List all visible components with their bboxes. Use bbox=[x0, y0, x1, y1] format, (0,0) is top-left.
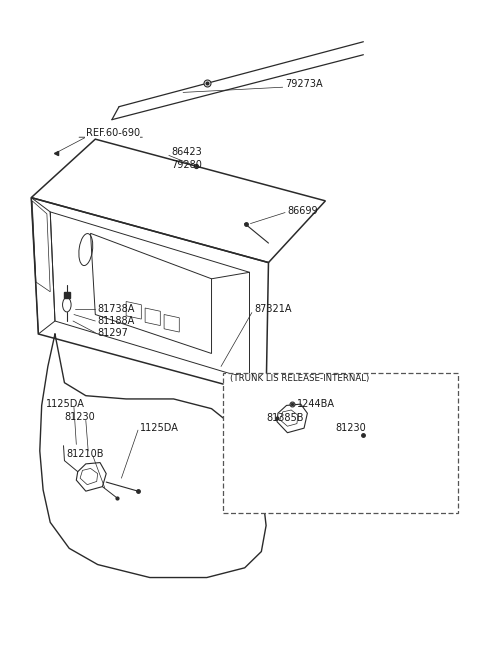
Text: 79280: 79280 bbox=[171, 160, 202, 170]
Text: 87321A: 87321A bbox=[254, 305, 292, 314]
Text: (TRUNK LIS RELEASE-INTERNAL): (TRUNK LIS RELEASE-INTERNAL) bbox=[229, 373, 369, 383]
Text: 81210B: 81210B bbox=[67, 449, 104, 459]
Text: 81385B: 81385B bbox=[266, 413, 303, 423]
Text: 81188A: 81188A bbox=[97, 316, 135, 326]
Text: 86699: 86699 bbox=[288, 206, 318, 215]
Text: 81230: 81230 bbox=[335, 423, 366, 433]
Text: 1125DA: 1125DA bbox=[140, 423, 179, 433]
Text: 1125DA: 1125DA bbox=[46, 399, 84, 409]
Text: 86423: 86423 bbox=[171, 147, 202, 157]
FancyBboxPatch shape bbox=[223, 373, 458, 513]
Text: REF.60-690: REF.60-690 bbox=[86, 128, 140, 138]
Text: 79273A: 79273A bbox=[285, 79, 323, 89]
Text: 81297: 81297 bbox=[97, 328, 129, 338]
Text: 1244BA: 1244BA bbox=[297, 399, 335, 409]
Text: 81230: 81230 bbox=[64, 412, 95, 422]
Text: 81738A: 81738A bbox=[97, 305, 135, 314]
